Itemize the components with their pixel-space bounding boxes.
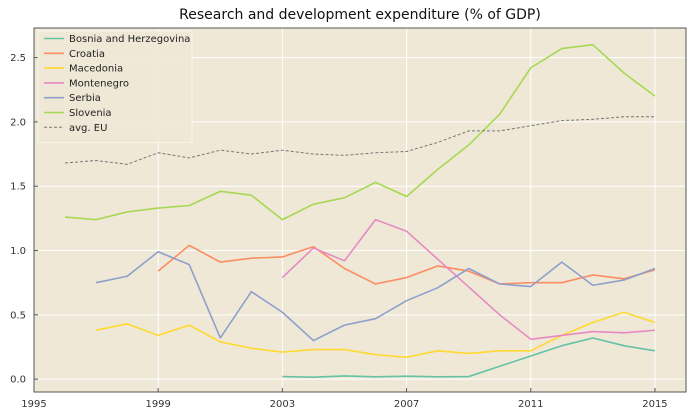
- chart-title: Research and development expenditure (% …: [179, 7, 541, 23]
- y-tick-label: 1.5: [10, 182, 26, 193]
- x-tick-label: 2007: [394, 399, 419, 410]
- y-tick-label: 2.5: [10, 53, 26, 64]
- series-lines: [64, 43, 656, 379]
- series-line-bosnia-and-herzegovina: [282, 337, 656, 379]
- x-tick-label: 2015: [642, 399, 667, 410]
- series-line-serbia: [95, 251, 656, 342]
- legend-label: Montenegro: [69, 78, 129, 89]
- x-tick-label: 2011: [518, 399, 543, 410]
- legend-label: Croatia: [69, 49, 105, 60]
- legend-label: Slovenia: [69, 108, 112, 119]
- axis-ticks: 1995 1999 2003 2007 2011 2015 0.0 0.5 1.0 1.5 2.0 2…: [10, 53, 668, 410]
- legend-box: [37, 30, 193, 143]
- y-tick-label: 0.0: [10, 375, 26, 386]
- legend-label: Macedonia: [69, 64, 123, 75]
- y-tick-label: 1.0: [10, 246, 26, 257]
- legend-label: avg. EU: [69, 123, 107, 134]
- plot-frame: [33, 27, 687, 393]
- gridlines: [33, 28, 686, 392]
- y-tick-label: 2.0: [10, 117, 26, 128]
- series-line-avg-eu: [65, 116, 655, 165]
- series-line-croatia: [157, 244, 656, 285]
- x-tick-label: 2003: [270, 399, 295, 410]
- x-tick-label: 1995: [21, 399, 46, 410]
- legend-label: Serbia: [69, 93, 101, 104]
- series-line-slovenia: [64, 43, 656, 221]
- legend-label: Bosnia and Herzegovina: [69, 34, 190, 45]
- series-line-montenegro: [281, 218, 656, 341]
- x-tick-label: 1999: [145, 399, 170, 410]
- legend: Bosnia and Herzegovina Croatia Macedonia Mo…: [37, 30, 193, 143]
- y-tick-label: 0.5: [10, 310, 26, 321]
